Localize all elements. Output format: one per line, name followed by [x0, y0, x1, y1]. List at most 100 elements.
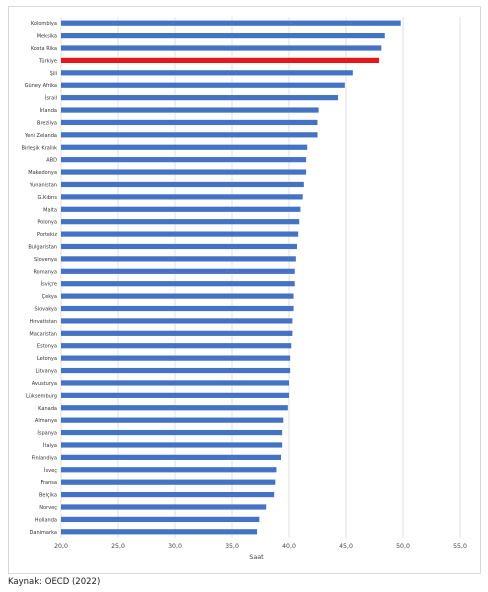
- category-label: G.Kıbrıs: [38, 195, 58, 201]
- x-tick-label: 20,0: [54, 543, 68, 550]
- bar: [61, 367, 291, 374]
- category-label: Fransa: [40, 480, 57, 486]
- category-label: Türkiye: [38, 58, 57, 64]
- bar: [61, 479, 276, 485]
- category-label: Malta: [43, 207, 57, 213]
- bar: [61, 219, 300, 225]
- category-label: Birleşik Krallık: [21, 145, 57, 151]
- category-label: Kanada: [38, 406, 57, 412]
- category-label: Slovenya: [34, 257, 57, 263]
- x-tick-label: 25,0: [111, 543, 125, 550]
- category-label: İsveç: [44, 467, 57, 474]
- bar: [61, 380, 289, 386]
- bar: [61, 132, 318, 138]
- category-label: İspanya: [37, 430, 57, 437]
- category-label: Finlandiya: [32, 455, 57, 461]
- category-label: Letonya: [37, 356, 57, 362]
- chart-frame: Kolombiya Meksika Kosta Rika Türkiye Şili Gün…: [8, 6, 481, 574]
- bar: [61, 181, 304, 188]
- category-label: Lüksemburg: [26, 393, 57, 399]
- bar: [61, 194, 303, 200]
- bar: [61, 256, 296, 262]
- bar: [61, 95, 339, 101]
- category-label: Belçika: [39, 493, 57, 499]
- category-label: Hollanda: [35, 517, 57, 523]
- category-labels: Kolombiya Meksika Kosta Rika Türkiye Şili Gün…: [21, 21, 57, 536]
- x-tick-label: 45,0: [339, 543, 353, 550]
- category-label: ABD: [46, 158, 57, 164]
- category-label: Meksika: [37, 34, 57, 40]
- bar: [61, 405, 288, 411]
- category-label: İrlanda: [39, 107, 57, 114]
- bar: [61, 281, 295, 287]
- category-label: Kosta Rika: [31, 46, 57, 52]
- bar: [61, 343, 292, 349]
- x-axis-title: Saat: [249, 553, 264, 561]
- bar: [61, 231, 299, 237]
- bar: [61, 516, 260, 522]
- category-label: Litvanya: [36, 369, 58, 375]
- bars: [61, 20, 401, 535]
- category-label: Estonya: [37, 344, 57, 350]
- category-label: Avusturya: [32, 381, 57, 387]
- bar: [61, 504, 267, 510]
- bar: [61, 355, 291, 361]
- category-label: Almanya: [35, 418, 57, 424]
- category-label: Kolombiya: [31, 21, 57, 27]
- bar: [61, 107, 319, 113]
- bar: [61, 305, 294, 312]
- category-label: Yeni Zelanda: [24, 133, 57, 139]
- category-label: Şili: [50, 71, 57, 77]
- category-label: İsviçre: [41, 281, 57, 288]
- category-label: Makedonya: [28, 170, 57, 176]
- bar: [61, 33, 385, 39]
- category-label: Çekya: [42, 294, 57, 300]
- bar: [61, 45, 382, 51]
- bar: [61, 491, 275, 498]
- category-label: Bulgaristan: [28, 244, 57, 250]
- bar: [61, 70, 353, 76]
- bar: [61, 442, 283, 448]
- bar-highlight: [61, 57, 380, 64]
- category-label: İtalya: [43, 442, 57, 449]
- x-tick-label: 40,0: [282, 543, 296, 550]
- bar: [61, 417, 284, 423]
- bar: [61, 529, 258, 535]
- bar: [61, 82, 345, 88]
- category-label: Macaristan: [29, 331, 57, 337]
- category-label: Portekiz: [37, 232, 57, 238]
- category-label: Brezilya: [37, 120, 57, 126]
- bar: [61, 206, 301, 212]
- bar: [61, 318, 293, 324]
- gridlines: [60, 17, 461, 538]
- category-label: Yunanistan: [29, 182, 57, 188]
- x-tick-label: 55,0: [453, 543, 467, 550]
- bar: [61, 268, 295, 274]
- bar: [61, 467, 277, 473]
- category-label: Danimarka: [29, 530, 57, 536]
- bar: [61, 330, 293, 336]
- bar: [61, 157, 307, 163]
- x-tick-labels: 20,0 25,0 30,0 35,0 40,0 45,0 50,0 55,0: [54, 543, 467, 550]
- bar: [61, 429, 283, 436]
- bar: [61, 119, 318, 126]
- category-label: Romanya: [33, 269, 57, 275]
- category-label: İsrail: [45, 95, 57, 102]
- category-label: Güney Afrika: [25, 83, 57, 89]
- bar-chart: Kolombiya Meksika Kosta Rika Türkiye Şili Gün…: [21, 17, 467, 561]
- bar: [61, 144, 308, 150]
- category-label: Hırvatistan: [29, 319, 57, 325]
- category-label: Norveç: [39, 505, 57, 511]
- x-tick-label: 50,0: [396, 543, 410, 550]
- bar: [61, 454, 282, 460]
- category-label: Polonya: [37, 220, 57, 226]
- bar: [61, 293, 294, 299]
- bar: [61, 243, 297, 250]
- bar: [61, 20, 401, 26]
- bar: [61, 169, 307, 175]
- x-tick-label: 30,0: [168, 543, 182, 550]
- category-label: Slovakya: [34, 307, 57, 313]
- bar: [61, 392, 289, 398]
- source-note: Kaynak: OECD (2022): [8, 577, 101, 587]
- x-tick-label: 35,0: [225, 543, 239, 550]
